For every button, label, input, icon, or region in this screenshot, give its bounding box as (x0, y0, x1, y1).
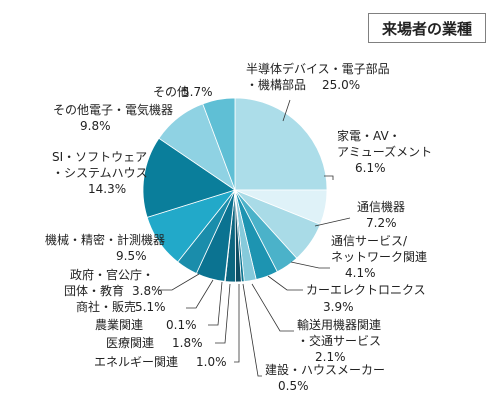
leader-line (215, 283, 231, 344)
slice-label: 団体・教育 (64, 283, 124, 298)
slice-value: 1.0% (196, 355, 227, 369)
slice-label: 輸送用機器関連 (297, 317, 381, 332)
slice-label: 商社・販売 (76, 299, 136, 314)
slice-label: 機械・精密・計測機器 (45, 232, 165, 247)
slice-value: 9.8% (80, 119, 111, 133)
slice-value: 6.1% (355, 161, 386, 175)
slice-value: 5.1% (135, 300, 166, 314)
slice-label: 半導体デバイス・電子部品 (246, 61, 390, 76)
slice-label: ・機構部品 (246, 77, 306, 92)
slice-label: カーエレクトロニクス (306, 283, 426, 297)
leader-line (234, 284, 240, 363)
slice-label: 通信サービス/ (331, 234, 408, 248)
leader-line (314, 217, 351, 227)
chart-title: 来場者の業種 (368, 13, 486, 43)
slice-label: 通信機器 (357, 199, 405, 214)
slice-label: 医療関連 (106, 336, 154, 350)
slice-value: 25.0% (322, 78, 360, 92)
slice-label: 農業関連 (95, 318, 143, 332)
slice-value: 3.9% (323, 300, 354, 314)
pie-slice (142, 137, 236, 218)
slice-label: ・交通サービス (297, 333, 381, 348)
slice-value: 3.8% (132, 284, 163, 298)
slice-value: 5.7% (182, 85, 213, 99)
pie-slice (234, 97, 328, 191)
slice-label: SI・ソフトウェア (52, 150, 147, 164)
leader-line (186, 279, 214, 309)
leader-line (282, 99, 291, 122)
pie-slice (202, 97, 236, 191)
slice-value: 0.5% (278, 379, 309, 393)
leader-line (208, 281, 223, 326)
slice-value: 14.3% (88, 182, 126, 196)
slice-label: エネルギー関連 (94, 355, 178, 369)
slice-label: その他電子・電気機器 (53, 102, 173, 117)
slice-value: 0.1% (166, 318, 197, 332)
slice-label: 政府・官公庁・ (70, 267, 154, 282)
leader-line (242, 283, 262, 377)
leader-line (324, 175, 334, 180)
leader-line (251, 283, 294, 332)
slice-label: ・システムハウス (52, 166, 148, 180)
slice-value: 7.2% (366, 216, 397, 230)
slice-label: アミューズメント (337, 144, 432, 159)
leader-line (267, 275, 303, 291)
slice-label: ネットワーク関連 (331, 250, 427, 264)
slice-value: 1.8% (172, 336, 203, 350)
slice-label: その他 (153, 85, 189, 99)
slice-label: 建設・ハウスメーカー (265, 362, 385, 377)
leader-line (158, 273, 200, 291)
slice-value: 2.1% (315, 350, 346, 364)
slice-value: 4.1% (345, 266, 376, 280)
slice-label: 家電・AV・ (337, 128, 401, 143)
slice-value: 9.5% (116, 249, 147, 263)
leader-line (290, 261, 330, 269)
